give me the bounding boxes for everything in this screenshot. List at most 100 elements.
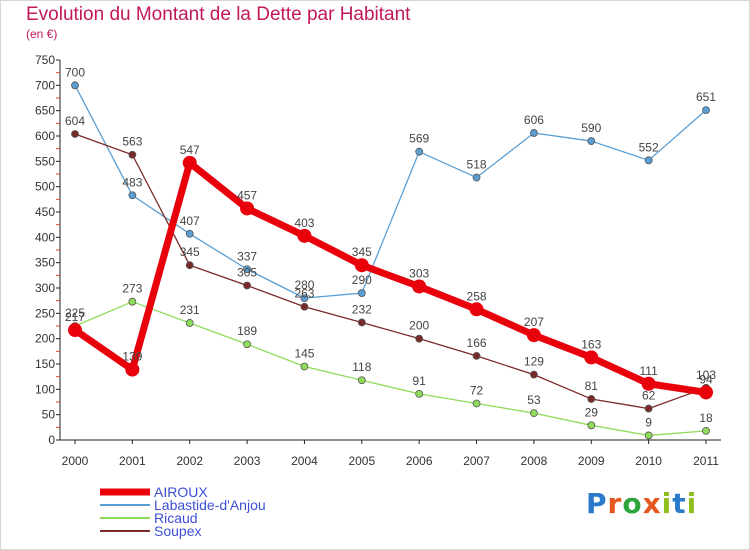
data-label: 225	[65, 306, 85, 320]
logo-letter: i	[661, 487, 673, 520]
data-label: 53	[527, 393, 541, 407]
legend-label: Soupex	[154, 523, 201, 539]
y-tick-label: 350	[35, 256, 55, 270]
data-label: 345	[180, 245, 200, 259]
data-point	[300, 302, 309, 311]
logo-letter: x	[642, 487, 662, 520]
data-point	[125, 362, 140, 377]
data-label: 72	[470, 384, 484, 398]
logo-letter: i	[686, 487, 698, 520]
data-point	[702, 106, 710, 115]
data-point	[300, 362, 309, 371]
data-label: 700	[65, 65, 85, 79]
data-label: 290	[352, 273, 372, 287]
data-label: 563	[122, 135, 142, 149]
data-point	[699, 385, 713, 400]
data-label: 81	[585, 379, 599, 393]
y-tick-label: 100	[35, 382, 55, 396]
y-tick-label: 50	[42, 408, 56, 422]
data-label: 91	[413, 374, 427, 388]
data-point	[702, 426, 710, 435]
data-point	[587, 137, 596, 145]
data-label: 129	[524, 355, 544, 369]
data-point	[185, 319, 194, 327]
data-label: 552	[639, 140, 659, 154]
y-tick-label: 150	[35, 357, 55, 371]
y-tick-label: 700	[35, 78, 55, 92]
data-label: 94	[699, 372, 713, 386]
data-point	[641, 376, 656, 391]
data-point	[412, 279, 427, 294]
data-point	[243, 265, 251, 274]
legend-label: AIROUX	[154, 484, 208, 500]
x-tick-label: 2005	[348, 454, 375, 468]
data-point	[182, 155, 197, 170]
data-point	[644, 431, 653, 440]
data-label: 231	[180, 303, 200, 317]
data-point	[185, 261, 194, 270]
data-label: 217	[65, 310, 85, 324]
data-point	[240, 201, 255, 216]
logo-letter: t	[672, 487, 687, 520]
data-point	[472, 173, 481, 182]
data-label: 18	[699, 411, 713, 425]
y-tick-label: 550	[35, 154, 55, 168]
data-point	[128, 150, 137, 159]
data-point	[530, 370, 538, 379]
x-tick-label: 2006	[406, 454, 433, 468]
data-point	[357, 318, 366, 327]
logo-letter: r	[607, 487, 623, 520]
data-point	[644, 156, 653, 165]
data-point	[71, 81, 79, 90]
data-point	[472, 351, 481, 360]
x-tick-label: 2004	[291, 454, 318, 468]
data-point	[68, 323, 82, 338]
data-label: 303	[409, 266, 429, 280]
y-tick-label: 450	[35, 205, 55, 219]
data-label: 606	[524, 113, 544, 127]
data-label: 189	[237, 324, 257, 338]
y-tick-label: 400	[35, 230, 55, 244]
x-tick-label: 2000	[62, 454, 89, 468]
data-point	[530, 129, 538, 137]
data-point	[300, 294, 309, 303]
y-tick-label: 500	[35, 180, 55, 194]
data-point	[243, 281, 251, 290]
data-label: 403	[294, 216, 314, 230]
x-tick-label: 2007	[463, 454, 490, 468]
data-label: 258	[467, 289, 487, 303]
data-label: 62	[642, 389, 656, 403]
data-label: 518	[467, 158, 487, 172]
data-label: 139	[122, 350, 142, 364]
data-point	[526, 328, 541, 343]
data-point	[644, 404, 653, 413]
legend-label: Labastide-d'Anjou	[154, 497, 266, 513]
chart-unit: (en €)	[26, 27, 58, 41]
data-label: 280	[294, 278, 314, 292]
data-label: 103	[696, 368, 716, 382]
data-point	[469, 302, 484, 317]
series-line-2	[74, 301, 707, 437]
data-label: 166	[467, 336, 487, 350]
data-point	[584, 350, 599, 365]
x-tick-label: 2010	[635, 454, 662, 468]
x-tick-label: 2008	[521, 454, 548, 468]
legend-label: Ricaud	[154, 510, 198, 526]
data-label: 604	[65, 114, 85, 128]
data-label: 232	[352, 302, 372, 316]
data-point	[185, 229, 194, 238]
data-label: 9	[645, 415, 652, 429]
proxiti-logo: Proxiti	[586, 487, 697, 520]
y-tick-label: 650	[35, 104, 55, 118]
x-tick-label: 2002	[176, 454, 203, 468]
series-line-0	[73, 159, 707, 396]
series-line-1	[74, 85, 707, 299]
data-label: 590	[581, 121, 601, 135]
x-tick-label: 2003	[234, 454, 261, 468]
data-label: 29	[585, 405, 599, 419]
data-point	[415, 389, 424, 398]
chart-title: Evolution du Montant de la Dette par Hab…	[26, 4, 411, 25]
data-point	[297, 228, 312, 243]
